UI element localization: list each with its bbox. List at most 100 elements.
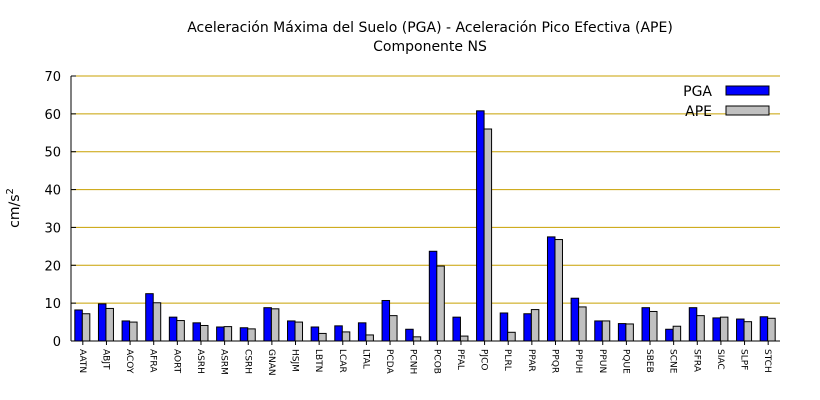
bar-pga-lcar — [334, 325, 343, 342]
y-tick-label: 30 — [44, 221, 61, 236]
x-tick-label: PPQR — [549, 349, 559, 373]
bar-ape-pfal — [459, 335, 469, 342]
bar-pga-gnan — [263, 307, 272, 342]
y-tick-label: 20 — [44, 259, 61, 274]
chart-title-line-2: Componente NS — [373, 39, 487, 55]
bar-pga-sbeb — [641, 307, 651, 342]
bar-pga-ltal — [357, 322, 367, 342]
x-tick-label: SBEB — [644, 349, 654, 373]
x-tick-label: AORT — [171, 349, 181, 374]
bar-pga-acoy — [121, 320, 131, 342]
axes — [70, 75, 780, 345]
y-tick-label: 70 — [44, 70, 61, 85]
bar-ape-aort — [176, 320, 185, 342]
bar-pga-scne — [665, 328, 674, 342]
bar-ape-csrh — [247, 328, 256, 342]
y-axis-label: cm/s2 — [5, 188, 23, 228]
y-tick-label: 40 — [44, 184, 61, 199]
bar-ape-scne — [672, 325, 682, 342]
x-tick-label: SFRA — [691, 349, 701, 373]
legend-swatch-ape — [725, 105, 770, 116]
bar-pga-plrl — [499, 312, 509, 342]
bar-ape-afra — [152, 302, 162, 342]
x-tick-label: AATN — [77, 349, 87, 373]
bar-pga-hsjm — [287, 320, 296, 342]
bar-ape-sbeb — [649, 310, 658, 342]
legend-label-pga: PGA — [683, 84, 712, 100]
x-tick-label: PPAR — [526, 349, 536, 372]
x-tick-label: CSRH — [242, 349, 252, 374]
bar-ape-pcob — [436, 265, 445, 342]
chart-title-line-1: Aceleración Máxima del Suelo (PGA) - Ace… — [187, 20, 673, 36]
bar-ape-stch — [767, 317, 776, 342]
bar-pga-aort — [168, 316, 178, 342]
y-tick-label: 60 — [44, 108, 61, 123]
bar-ape-pque — [625, 323, 634, 342]
bar-ape-hsjm — [294, 321, 304, 342]
bar-pga-asrh — [192, 322, 201, 342]
x-tick-label: PFAL — [455, 349, 465, 370]
x-tick-label: ASRM — [219, 349, 229, 375]
legend-label-ape: APE — [685, 104, 712, 120]
x-tick-label: PCDA — [384, 349, 394, 374]
bar-ape-pjco — [483, 128, 493, 342]
bar-pga-ppun — [594, 320, 603, 342]
bar-ape-ppun — [601, 320, 611, 342]
x-tick-label: HSJM — [290, 349, 300, 372]
bar-pga-pcda — [381, 299, 391, 342]
bar-pga-pcob — [428, 250, 438, 342]
x-tick-label: PCNH — [408, 349, 418, 374]
bar-ape-abjt — [105, 307, 114, 342]
bar-pga-siac — [712, 317, 721, 342]
bar-ape-sfra — [696, 315, 705, 342]
bar-pga-asrm — [216, 326, 225, 342]
y-axis-label-superscript: 2 — [5, 188, 16, 194]
bar-pga-ppuh — [570, 297, 580, 342]
y-axis-label-base: cm/s — [7, 195, 23, 228]
bar-ape-ltal — [365, 334, 374, 342]
bar-pga-ppar — [523, 313, 532, 342]
x-tick-labels: AATN ABJT ACOY AFRA AORT ASRH ASRM CSRH GNAN HSJM… — [77, 349, 772, 376]
x-tick-label: SIAC — [715, 349, 725, 370]
bar-pga-ppqr — [546, 236, 556, 342]
x-tick-label: ABJT — [100, 349, 110, 370]
y-tick-label: 0 — [53, 335, 61, 350]
y-tick-label: 50 — [44, 146, 61, 161]
bar-ape-pcnh — [412, 336, 422, 342]
bar-pga-slpf — [736, 318, 745, 342]
bar-ape-siac — [719, 316, 729, 342]
y-tick-label: 10 — [44, 297, 61, 312]
bars — [74, 110, 776, 342]
bar-pga-csrh — [239, 327, 249, 342]
bar-ape-aatn — [81, 313, 91, 342]
bar-pga-abjt — [97, 303, 107, 342]
bar-pga-pque — [617, 323, 627, 342]
bar-pga-pfal — [452, 316, 461, 342]
x-tick-label: PQUE — [620, 349, 630, 374]
bar-ape-plrl — [507, 331, 516, 342]
x-tick-label: LCAR — [337, 349, 347, 373]
x-tick-label: PLRL — [502, 349, 512, 371]
bar-ape-ppuh — [578, 306, 587, 342]
x-tick-label: PPUN — [597, 349, 607, 373]
bar-ape-acoy — [129, 321, 138, 342]
bar-ape-ppar — [530, 309, 540, 342]
x-tick-label: LBTN — [313, 349, 323, 372]
bar-pga-pcnh — [405, 328, 414, 342]
x-tick-label: SCNE — [668, 349, 678, 374]
x-tick-label: AFRA — [148, 349, 158, 373]
bar-ape-gnan — [270, 308, 280, 342]
x-tick-label: GNAN — [266, 349, 276, 376]
x-tick-label: STCH — [762, 349, 772, 373]
bar-ape-asrm — [223, 326, 233, 342]
bar-pga-afra — [145, 293, 154, 342]
x-tick-label: ASRH — [195, 349, 205, 374]
bar-ape-slpf — [743, 321, 753, 342]
y-tick-labels: 0 10 20 30 40 50 60 70 — [44, 70, 61, 350]
bar-ape-lbtn — [318, 332, 327, 342]
bar-pga-sfra — [688, 307, 698, 342]
x-tick-label: ACOY — [124, 349, 134, 374]
x-tick-label: PJCO — [479, 349, 489, 370]
bar-ape-pcda — [389, 315, 398, 342]
